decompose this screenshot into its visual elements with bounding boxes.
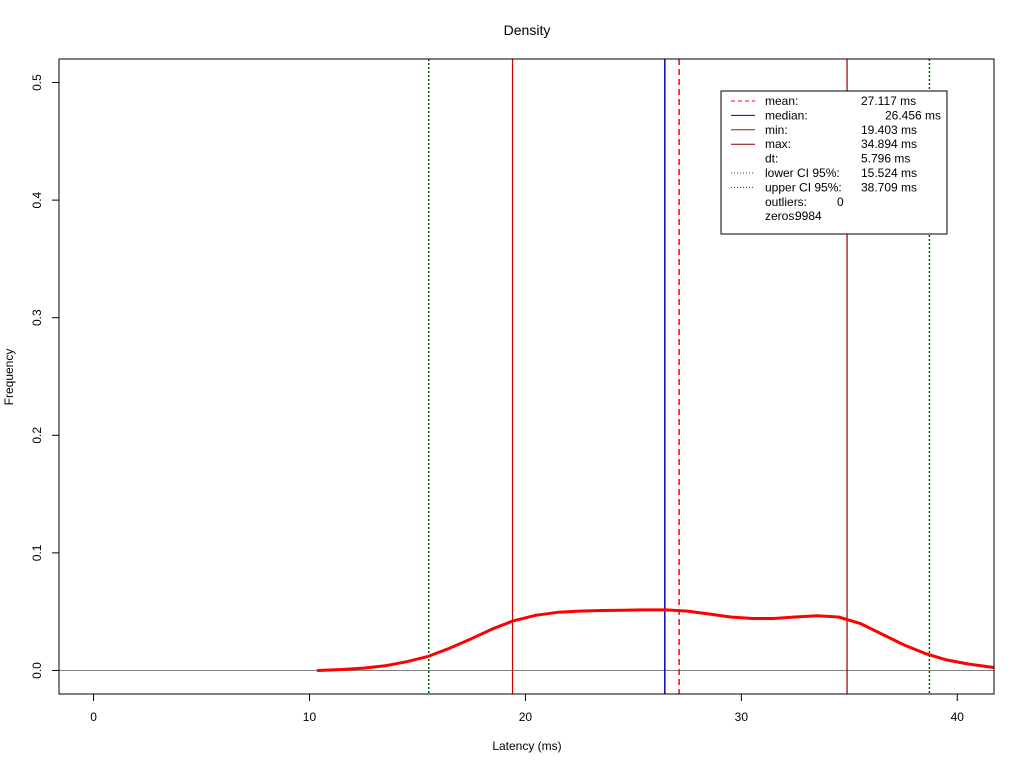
legend: mean: 27.117 ms median: 26.456 ms min: 19.403… — [720, 90, 948, 235]
legend-label: outliers: — [765, 195, 807, 209]
legend-label: upper CI 95%: — [765, 180, 842, 194]
y-axis: 0.0 0.1 0.2 0.3 0.4 0.5 — [30, 74, 59, 679]
y-tick-label: 0.2 — [30, 427, 44, 444]
y-tick-label: 0.3 — [30, 309, 44, 326]
y-tick-label: 0.5 — [30, 74, 44, 91]
legend-value: 19.403 ms — [861, 123, 917, 137]
x-axis: 0 10 20 30 40 — [90, 694, 964, 724]
density-curve — [316, 608, 994, 672]
x-tick-label: 10 — [303, 710, 317, 724]
legend-value: 0 — [837, 195, 844, 209]
legend-label: max: — [765, 137, 791, 151]
legend-label: lower CI 95%: — [765, 166, 840, 180]
x-tick-label: 0 — [90, 710, 97, 724]
legend-label: min: — [765, 123, 788, 137]
legend-label: median: — [765, 108, 808, 122]
y-tick-label: 0.0 — [30, 662, 44, 679]
x-tick-label: 20 — [519, 710, 533, 724]
y-tick-label: 0.1 — [30, 544, 44, 561]
x-tick-label: 30 — [735, 710, 749, 724]
legend-label: zeros: — [765, 209, 798, 223]
x-axis-label: Latency (ms) — [492, 739, 561, 753]
plot-frame — [58, 58, 995, 695]
legend-value: 26.456 ms — [885, 108, 941, 122]
x-tick-label: 40 — [951, 710, 965, 724]
legend-label: dt: — [765, 152, 778, 166]
chart-title: Density — [504, 22, 551, 38]
legend-value: 9984 — [795, 209, 822, 223]
y-axis-label: Frequency — [2, 349, 16, 406]
legend-value: 15.524 ms — [861, 166, 917, 180]
legend-label: mean: — [765, 94, 798, 108]
legend-value: 27.117 ms — [861, 94, 916, 108]
legend-value: 34.894 ms — [861, 137, 917, 151]
legend-value: 38.709 ms — [861, 180, 917, 194]
legend-box — [720, 90, 948, 235]
y-tick-label: 0.4 — [30, 191, 44, 208]
legend-value: 5.796 ms — [861, 152, 910, 166]
